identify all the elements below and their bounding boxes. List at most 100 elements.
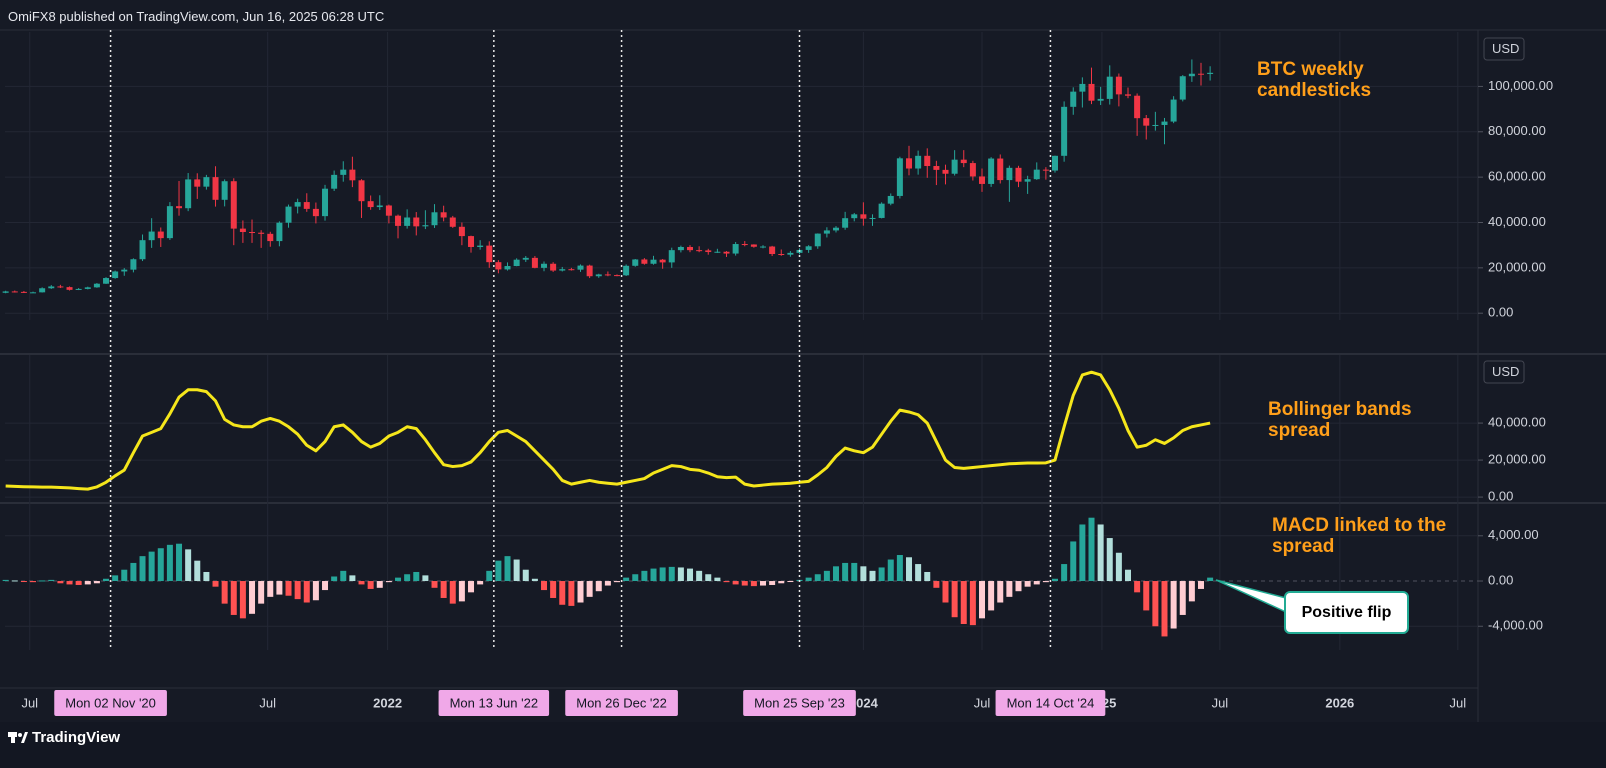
- candle-body: [20, 291, 27, 293]
- candle-body: [1070, 91, 1077, 107]
- annotation: Bollinger bands spread: [1268, 399, 1412, 441]
- histogram-bar: [395, 577, 402, 582]
- candle-body: [1097, 98, 1104, 101]
- histogram-bar: [1079, 524, 1086, 582]
- histogram-bar: [166, 544, 173, 582]
- candle-body: [39, 288, 46, 293]
- histogram-bar: [1152, 581, 1159, 627]
- histogram-bar: [440, 581, 447, 598]
- histogram-bar: [577, 581, 584, 603]
- histogram-bar: [522, 569, 529, 582]
- histogram-bar: [1088, 517, 1095, 582]
- candle-body: [924, 155, 931, 167]
- candle-body: [851, 214, 858, 219]
- histogram-bar: [422, 575, 429, 582]
- histogram-bar: [20, 581, 27, 583]
- candle-body: [212, 177, 219, 200]
- histogram-bar: [39, 580, 46, 582]
- candle-body: [632, 259, 639, 266]
- candle-body: [1079, 83, 1086, 92]
- histogram-bar: [157, 548, 164, 582]
- histogram-bar: [1134, 581, 1141, 593]
- logo-part: [11, 732, 15, 743]
- date-marker-box: [743, 690, 856, 716]
- histogram-bar: [842, 562, 849, 582]
- candle-body: [723, 251, 730, 254]
- candle-body: [130, 259, 137, 270]
- unit-box: [1483, 360, 1525, 384]
- histogram-bar: [1207, 577, 1214, 582]
- candle-body: [732, 244, 739, 254]
- histogram-bar: [906, 557, 913, 582]
- histogram-bar: [705, 574, 712, 582]
- candle-body: [550, 263, 557, 271]
- candle-body: [431, 212, 438, 226]
- candle-body: [878, 203, 885, 218]
- histogram-bar: [1006, 581, 1013, 597]
- histogram-bar: [112, 575, 119, 582]
- histogram-bar: [258, 581, 265, 604]
- histogram-bar: [641, 570, 648, 582]
- candle-body: [358, 180, 365, 202]
- histogram-bar: [276, 581, 283, 595]
- histogram-bar: [431, 581, 438, 588]
- date-marker-label: Mon 14 Oct '24: [1007, 695, 1095, 710]
- histogram-bar: [66, 581, 73, 585]
- candle-body: [668, 250, 675, 263]
- candle-body: [769, 246, 776, 255]
- histogram-bar: [1124, 569, 1131, 582]
- candle-body: [395, 215, 402, 226]
- candle-body: [979, 176, 986, 184]
- candle-body: [404, 217, 411, 226]
- candle-body: [659, 259, 666, 263]
- histogram-bar: [513, 559, 520, 582]
- histogram-bar: [714, 577, 721, 582]
- y-tick-label: 20,000.00: [1488, 452, 1546, 467]
- histogram-bar: [2, 579, 9, 582]
- candle-body: [1170, 99, 1177, 122]
- candle-body: [194, 179, 201, 187]
- candle-body: [1143, 118, 1150, 126]
- date-marker-label: Mon 02 Nov '20: [65, 695, 156, 710]
- candle-body: [422, 225, 429, 227]
- candle-body: [1015, 167, 1022, 182]
- y-tick-label: 0.00: [1488, 305, 1513, 320]
- candle-body: [705, 250, 712, 252]
- x-tick-label: 2026: [1325, 695, 1354, 710]
- histogram-bar: [787, 581, 794, 583]
- y-tick-label: 0.00: [1488, 572, 1513, 587]
- candle-body: [312, 208, 319, 217]
- candle-body: [322, 188, 329, 217]
- date-marker-box: [54, 690, 167, 716]
- candle-body: [842, 218, 849, 228]
- histogram-bar: [130, 562, 137, 582]
- candle-body: [896, 158, 903, 196]
- candle-body: [1161, 121, 1168, 125]
- candle-body: [11, 291, 18, 293]
- histogram-bar: [404, 574, 411, 582]
- candle-body: [595, 274, 602, 277]
- candle-body: [84, 287, 91, 289]
- histogram-bar: [349, 575, 356, 582]
- candle-body: [714, 251, 721, 253]
- histogram-bar: [249, 581, 256, 614]
- candle-body: [440, 212, 447, 218]
- candle-body: [997, 158, 1004, 181]
- candle-body: [778, 254, 785, 256]
- candle-body: [331, 174, 338, 189]
- candle-body: [1006, 167, 1013, 181]
- histogram-bar: [805, 577, 812, 582]
- histogram-bar: [57, 581, 64, 584]
- x-tick-label: 2024: [849, 695, 879, 710]
- unit-box: [1483, 37, 1525, 61]
- candle-body: [942, 169, 949, 174]
- candle-body: [486, 245, 493, 263]
- candle-body: [696, 250, 703, 252]
- histogram-bar: [294, 581, 301, 600]
- histogram-bar: [659, 567, 666, 582]
- histogram-bar: [604, 581, 611, 586]
- candle-body: [376, 205, 383, 208]
- candle-body: [988, 158, 995, 184]
- histogram-bar: [477, 581, 484, 585]
- histogram-bar: [1179, 581, 1186, 615]
